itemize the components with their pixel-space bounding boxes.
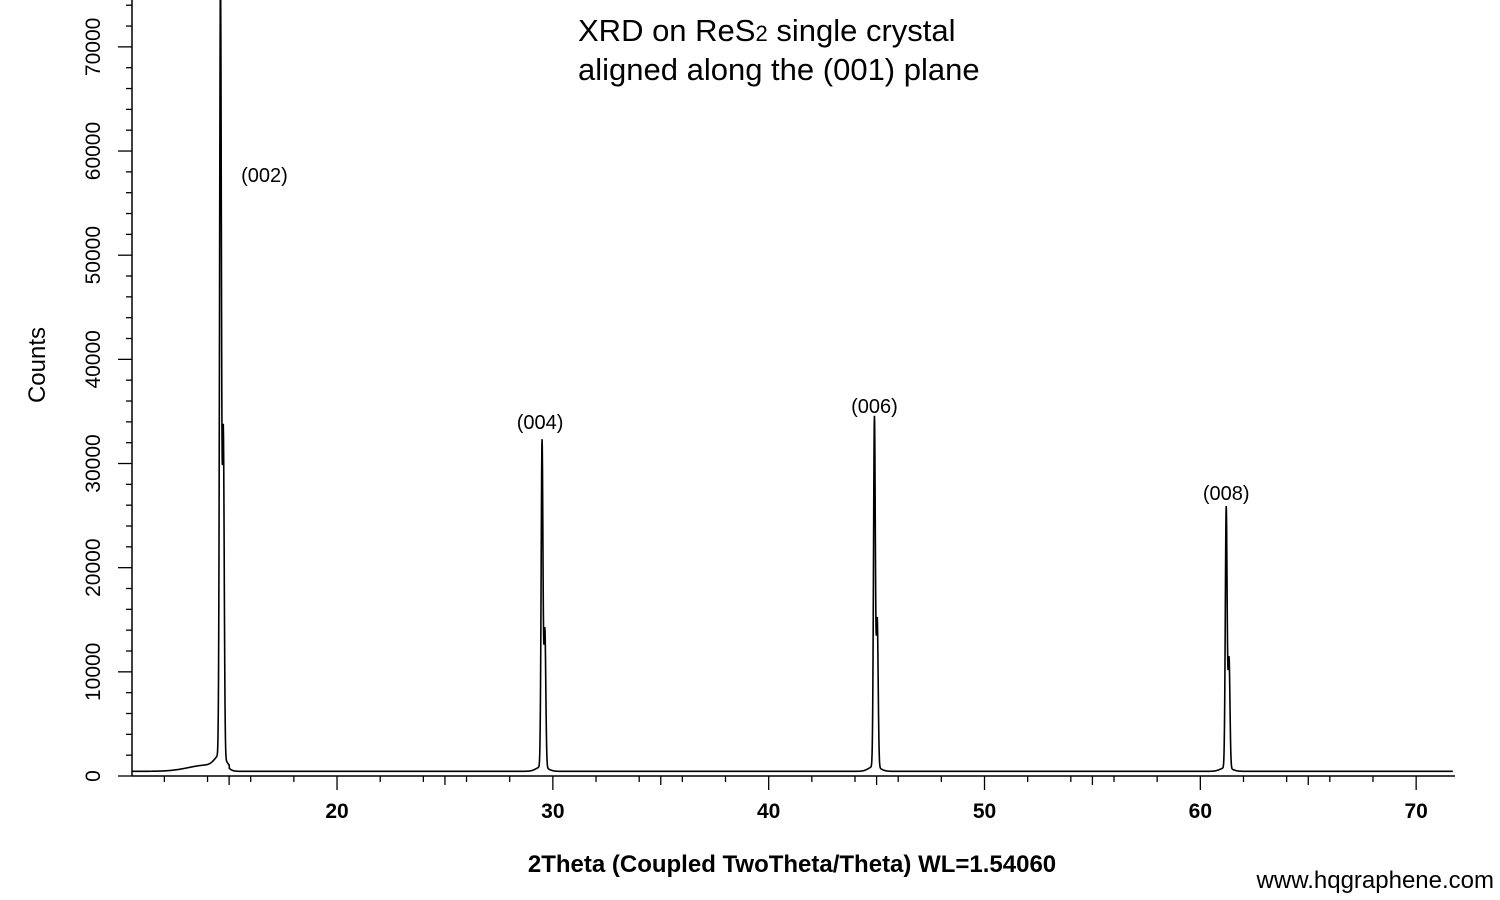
- peak-label: (006): [851, 396, 898, 418]
- chart-title-main: XRD on ReS: [578, 13, 755, 48]
- y-tick-label: 10000: [82, 643, 105, 701]
- chart-title-subscript: 2: [755, 21, 767, 46]
- credit-text: www.hqgraphene.com: [1256, 867, 1494, 894]
- y-tick-label: 50000: [82, 226, 105, 284]
- y-tick-label: 70000: [82, 18, 105, 76]
- ticks: 20 30 40 50 60 70 0 10000 20000 30000 40000 50000 60…: [82, 4, 1428, 823]
- y-tick-label: 60000: [82, 122, 105, 180]
- peak-label: (002): [241, 165, 288, 187]
- peak-label: (004): [517, 412, 564, 434]
- peak-label: (008): [1203, 483, 1250, 505]
- x-tick-label: 40: [757, 800, 780, 823]
- xrd-trace-line: [132, 0, 1453, 773]
- x-tick-label: 60: [1189, 800, 1212, 823]
- x-tick-label: 50: [973, 800, 996, 823]
- x-tick-label: 30: [541, 800, 564, 823]
- x-tick-label: 70: [1404, 800, 1427, 823]
- y-tick-label: 0: [82, 770, 105, 782]
- y-tick-label: 20000: [82, 538, 105, 596]
- x-tick-label: 20: [325, 800, 348, 823]
- x-axis-title: 2Theta (Coupled TwoTheta/Theta) WL=1.540…: [528, 851, 1056, 878]
- trace: [132, 0, 1453, 773]
- chart-title-line2: aligned along the (001) plane: [578, 52, 980, 87]
- y-tick-label: 30000: [82, 434, 105, 492]
- peak-labels: (002) (004) (006) (008): [241, 165, 1249, 505]
- y-axis-title: Counts: [24, 327, 51, 403]
- chart-title-rest: single crystal: [768, 13, 956, 48]
- chart-title-line1: XRD on ReS2 single crystal: [578, 13, 956, 48]
- axes: [131, 0, 1455, 777]
- y-tick-label: 40000: [82, 330, 105, 388]
